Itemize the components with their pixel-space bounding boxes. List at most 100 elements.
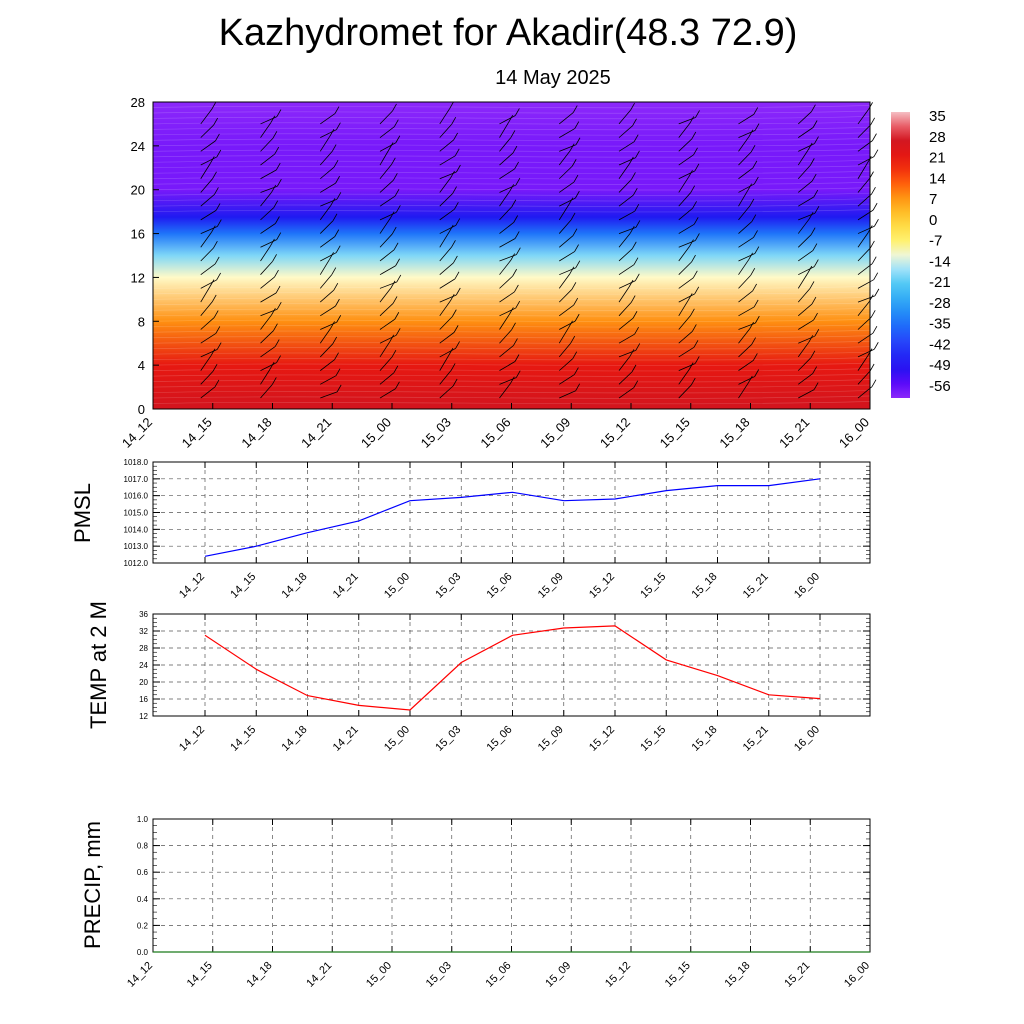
wind-barb-shaft <box>439 348 456 358</box>
wind-barb <box>499 322 516 344</box>
wind-barb-shaft <box>678 315 691 330</box>
wind-barb-flag <box>813 382 819 390</box>
wind-barb-flag <box>871 256 877 264</box>
wind-barb-flag <box>214 187 219 195</box>
wind-barb-shaft <box>260 116 278 125</box>
wind-barb <box>797 281 815 303</box>
contour-line <box>152 362 871 366</box>
wind-barb-shaft <box>678 117 696 125</box>
wind-barb-flag <box>513 338 518 346</box>
wind-barb-flag <box>515 300 521 309</box>
x-tick-label: 14_15 <box>185 960 215 990</box>
wind-barb <box>798 120 818 138</box>
wind-barb-flag <box>575 260 581 268</box>
wind-barb-shaft <box>260 223 276 234</box>
wind-barb-shaft <box>439 171 457 180</box>
wind-barb <box>439 170 455 193</box>
wind-barb <box>558 320 573 344</box>
wind-barb <box>319 336 338 358</box>
wind-barb-flag <box>271 184 277 193</box>
wind-barb-flag <box>809 158 815 166</box>
wind-barb <box>618 364 637 385</box>
wind-barb <box>439 224 454 248</box>
contour-line <box>152 154 871 158</box>
contour-line <box>152 329 871 333</box>
wind-barb-shaft <box>200 263 216 276</box>
wind-barb-flag <box>694 163 700 172</box>
wind-barb-shaft <box>618 232 631 248</box>
wind-barb-flag <box>869 363 875 372</box>
wind-barb <box>319 283 339 303</box>
wind-barb <box>678 163 700 180</box>
wind-barb-flag <box>634 273 640 281</box>
wind-barb-shaft <box>857 225 875 234</box>
wind-barb-shaft <box>558 165 573 180</box>
wind-barb-flag <box>753 230 758 238</box>
contour-line <box>152 313 871 317</box>
y-tick-label: 1012.0 <box>124 559 149 568</box>
wind-barb-shaft <box>738 290 753 303</box>
wind-barb-shaft <box>379 211 397 221</box>
wind-barb-shaft <box>797 272 809 289</box>
wind-barb-shaft <box>559 320 576 330</box>
wind-barb-flag <box>870 310 876 318</box>
wind-barb-shaft <box>678 346 695 358</box>
wind-barb <box>857 225 873 248</box>
wind-barb-shaft <box>379 334 397 344</box>
contour-line <box>152 401 871 405</box>
wind-barb <box>857 202 878 221</box>
wind-barb-flag <box>866 156 872 164</box>
wind-barb <box>379 189 400 207</box>
wind-barb-flag <box>633 134 639 142</box>
wind-barb <box>439 132 458 152</box>
y-tick-label: 0.6 <box>137 868 149 877</box>
wind-barb-flag <box>449 101 454 110</box>
wind-barb-shaft <box>558 289 573 303</box>
wind-barb-flag <box>633 380 639 388</box>
wind-barb-flag <box>813 259 819 267</box>
wind-barb-shaft <box>200 124 214 138</box>
wind-barb <box>499 284 519 303</box>
contour-line <box>152 373 871 377</box>
wind-barb <box>559 244 579 262</box>
heatmap-x-tick-label: 16_00 <box>836 415 872 451</box>
wind-barb <box>320 368 341 385</box>
wind-barb-shaft <box>499 115 516 125</box>
wind-barb-flag <box>450 363 456 371</box>
wind-barb <box>379 381 400 399</box>
colorbar-label: 21 <box>929 150 946 167</box>
wind-barb-shaft <box>738 221 753 234</box>
wind-barb-flag <box>451 240 456 248</box>
wind-barb <box>738 198 755 221</box>
wind-barb <box>499 231 520 248</box>
wind-barb-shaft <box>260 362 277 371</box>
wind-barb-flag <box>213 117 218 126</box>
wind-barb-flag <box>212 171 217 180</box>
wind-barb <box>738 123 760 139</box>
wind-barb-shaft <box>738 253 756 262</box>
contour-line <box>152 286 871 290</box>
wind-barb <box>798 189 819 207</box>
wind-barb-flag <box>809 281 815 289</box>
wind-barb-shaft <box>260 153 275 166</box>
wind-barb-flag <box>691 254 696 263</box>
wind-barb-shaft <box>798 143 815 152</box>
wind-barb-flag <box>214 256 220 265</box>
wind-barb-shaft <box>798 319 814 330</box>
wind-barb-shaft <box>200 247 214 262</box>
wind-barb-shaft <box>499 191 511 207</box>
wind-barb-shaft <box>558 235 574 248</box>
wind-barb-flag <box>635 150 640 158</box>
wind-barb <box>559 383 581 399</box>
wind-barb-flag <box>389 211 395 219</box>
wind-barb <box>738 299 759 317</box>
wind-barb-shaft <box>200 163 211 179</box>
y-axis-label: TEMP at 2 M <box>86 601 111 729</box>
wind-barb <box>499 161 519 180</box>
wind-barb-shaft <box>499 361 516 371</box>
wind-barb-flag <box>749 321 754 330</box>
wind-barb-flag <box>393 119 399 127</box>
wind-barb <box>738 252 753 275</box>
wind-barb <box>320 122 341 138</box>
heatmap-y-tick-label: 8 <box>138 314 145 329</box>
